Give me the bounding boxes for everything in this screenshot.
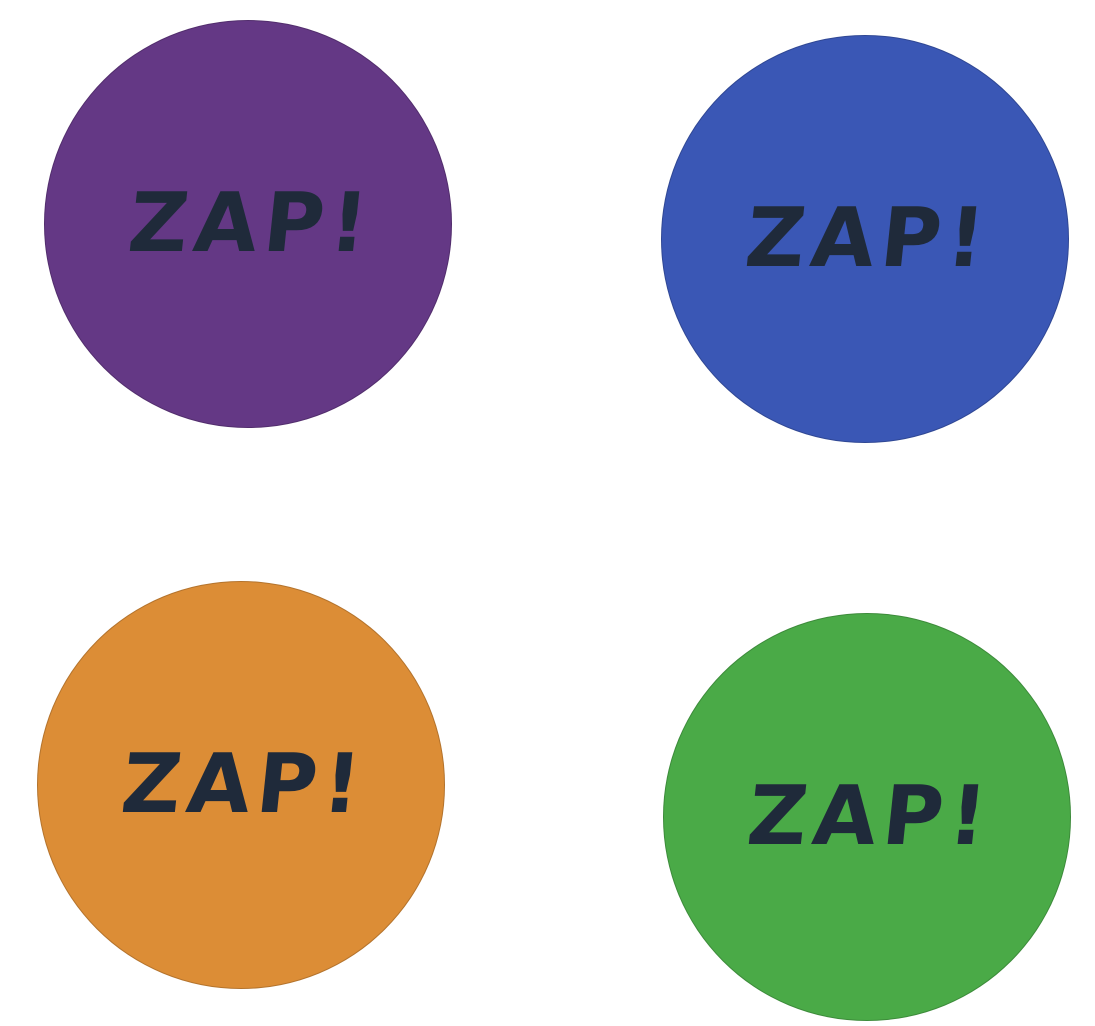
zap-button-blue[interactable]: ZAP! — [661, 35, 1069, 443]
zap-button-green[interactable]: ZAP! — [663, 613, 1071, 1021]
zap-button-label: ZAP! — [740, 191, 996, 286]
zap-button-label: ZAP! — [742, 769, 998, 864]
zap-button-label: ZAP! — [123, 176, 379, 271]
zap-button-orange[interactable]: ZAP! — [37, 581, 445, 989]
zap-button-label: ZAP! — [116, 737, 372, 832]
zap-button-purple[interactable]: ZAP! — [44, 20, 452, 428]
